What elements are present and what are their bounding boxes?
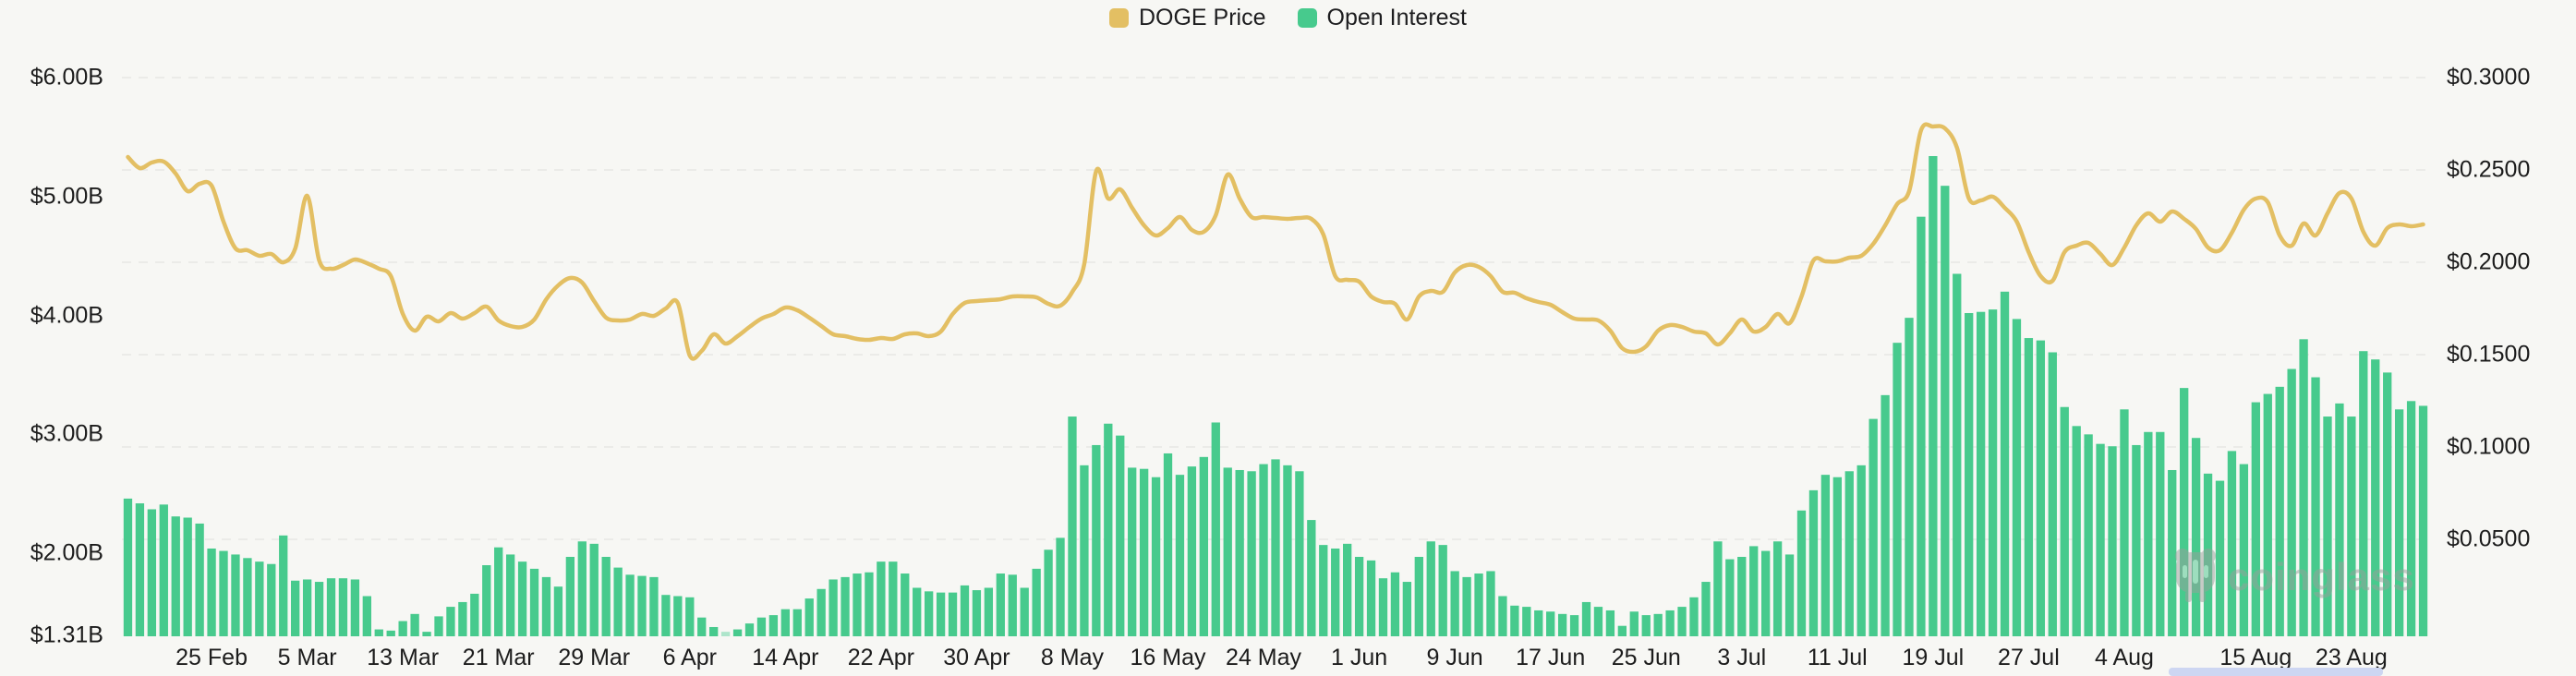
x-axis-label: 17 Jun (1516, 645, 1586, 670)
y-axis-left-label: $6.00B (30, 64, 103, 91)
y-axis-left-label: $2.00B (30, 539, 103, 566)
legend-label-doge-price: DOGE Price (1138, 5, 1266, 30)
x-axis-label: 29 Mar (558, 645, 631, 670)
x-axis-label: 24 May (1226, 645, 1302, 670)
y-axis-right-label: $0.1500 (2447, 341, 2531, 368)
x-axis-label: 13 Mar (367, 645, 440, 670)
x-axis-label: 11 Jul (1807, 645, 1868, 670)
x-axis-label: 3 Jul (1717, 645, 1767, 670)
y-axis-left-label: $4.00B (30, 302, 103, 329)
scrollbar-thumb[interactable] (2169, 668, 2383, 676)
x-axis-label: 8 May (1040, 645, 1105, 670)
x-axis-label: 23 Aug (2315, 645, 2388, 670)
x-axis-label: 25 Jun (1611, 645, 1681, 670)
x-axis-label: 16 May (1130, 645, 1206, 670)
x-axis-label: 25 Feb (175, 645, 248, 670)
x-axis-label: 6 Apr (662, 645, 717, 670)
doge-price-swatch-icon (1108, 7, 1129, 28)
y-axis-right-label: $0.3000 (2447, 64, 2531, 91)
y-axis-left-label: $1.31B (30, 622, 103, 648)
y-axis-left-label: $5.00B (30, 183, 103, 210)
x-axis-label: 30 Apr (943, 645, 1010, 670)
y-axis-left-label: $3.00B (30, 420, 103, 447)
x-axis-label: 15 Aug (2219, 645, 2292, 670)
x-axis-label: 9 Jun (1426, 645, 1483, 670)
legend: DOGE Price Open Interest (0, 6, 2576, 30)
y-axis-right-label: $0.0500 (2447, 525, 2531, 552)
x-axis-label: 5 Mar (277, 645, 337, 670)
y-axis-right-label: $0.1000 (2447, 433, 2531, 460)
x-axis-label: 22 Apr (847, 645, 915, 670)
legend-item-doge-price[interactable]: DOGE Price (1108, 5, 1266, 30)
open-interest-swatch-icon (1297, 7, 1317, 28)
x-axis-label: 1 Jun (1331, 645, 1388, 670)
x-axis-label: 19 Jul (1902, 645, 1965, 670)
y-axis-right-label: $0.2500 (2447, 156, 2531, 183)
x-axis-label: 27 Jul (1998, 645, 2060, 670)
x-axis-label: 14 Apr (752, 645, 819, 670)
legend-label-open-interest: Open Interest (1326, 5, 1467, 30)
y-axis-right-label: $0.2000 (2447, 248, 2531, 275)
x-axis-label: 4 Aug (2094, 645, 2154, 670)
legend-item-open-interest[interactable]: Open Interest (1297, 5, 1467, 30)
x-axis-label: 21 Mar (462, 645, 535, 670)
